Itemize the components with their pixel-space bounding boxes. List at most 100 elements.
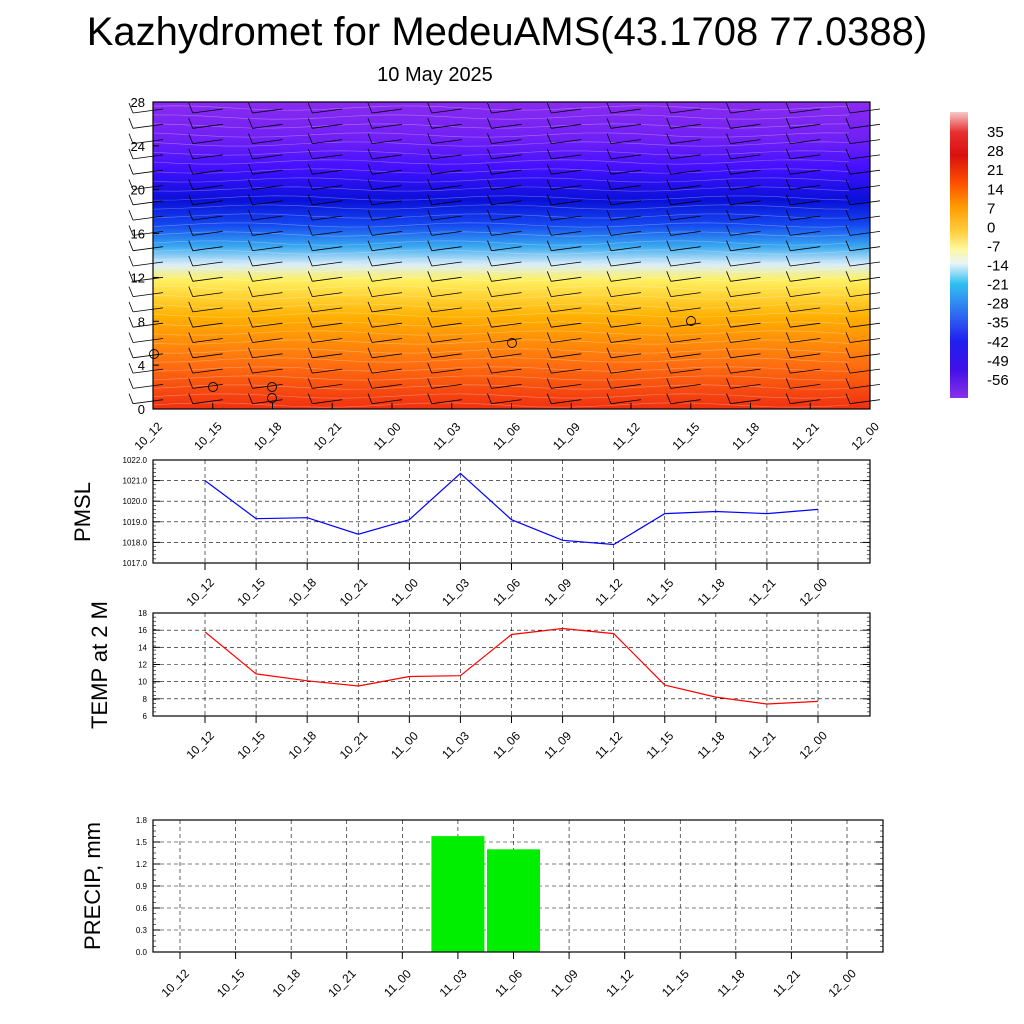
wind-barb	[431, 368, 462, 374]
wind-barb	[192, 108, 223, 114]
wind-barb-flag	[606, 194, 612, 205]
pmsl-x-tick-label: 10_15	[235, 575, 269, 609]
wind-barb-flag	[427, 225, 433, 236]
wind-barb-flag	[546, 378, 552, 389]
wind-barb	[670, 384, 701, 389]
wind-barb	[252, 353, 283, 359]
wind-barb	[192, 200, 223, 206]
heatmap-x-tick-label: 11_18	[729, 420, 762, 453]
wind-barb	[491, 307, 522, 313]
pmsl-x-tick-label: 11_00	[388, 576, 421, 609]
wind-barb	[192, 231, 223, 236]
wind-barb	[730, 338, 761, 343]
wind-barb	[730, 246, 761, 252]
wind-barb-flag	[248, 133, 253, 144]
wind-barb	[730, 169, 761, 175]
wind-barb	[551, 139, 582, 144]
wind-barb-flag	[845, 255, 851, 267]
wind-barb-flag	[248, 118, 253, 129]
heatmap-x-axis: 10_12 10_15 10_18 10_21 11_00 11_03 11_06 11_09…	[131, 403, 882, 453]
wind-barb-flag	[248, 148, 253, 160]
wind-barb	[192, 368, 223, 374]
wind-barb-flag	[666, 194, 672, 205]
temp-x-tick-label: 12_00	[796, 728, 830, 762]
wind-barb-flag	[606, 317, 612, 328]
wind-barb	[551, 292, 582, 297]
wind-barb	[551, 231, 582, 236]
wind-barb	[551, 384, 582, 389]
pmsl-x-tick-label: 11_12	[592, 576, 625, 609]
wind-barb	[312, 246, 343, 252]
wind-barb-flag	[666, 209, 672, 221]
wind-barb-flag	[666, 240, 672, 251]
wind-barb	[371, 276, 403, 282]
wind-barb	[730, 261, 761, 267]
wind-barb	[431, 108, 462, 114]
contour-line	[152, 267, 850, 273]
wind-barb	[252, 338, 283, 343]
wind-barb	[192, 185, 223, 190]
wind-barb	[491, 292, 522, 297]
wind-barb-flag	[606, 332, 612, 343]
wind-barb	[132, 368, 164, 374]
wind-barb	[312, 353, 343, 359]
wind-barb-flag	[726, 301, 731, 313]
wind-barb-flag	[606, 148, 612, 160]
wind-barb-flag	[546, 255, 552, 267]
wind-barb	[312, 185, 343, 190]
heatmap-y-tick-label: 0	[138, 402, 145, 417]
wind-barb	[192, 338, 223, 343]
wind-barb-flag	[248, 255, 253, 267]
pmsl-y-tick-label: 1022.0	[123, 456, 148, 465]
wind-barb-flag	[367, 148, 373, 160]
precip-x-tick-label: 11_15	[659, 967, 692, 1000]
wind-barb	[670, 169, 701, 175]
wind-barb-flag	[726, 148, 731, 160]
wind-barb-flag	[188, 102, 194, 114]
wind-barb	[551, 123, 582, 129]
wind-barb	[371, 215, 403, 221]
wind-barb-flag	[248, 225, 253, 236]
wind-barb	[132, 169, 164, 175]
contour-line	[152, 159, 850, 165]
wind-barb-flag	[128, 118, 134, 129]
wind-barb-flag	[546, 209, 552, 221]
wind-barb	[491, 368, 522, 374]
wind-barb	[790, 292, 821, 297]
wind-barb-flag	[307, 301, 313, 313]
wind-barb-flag	[188, 347, 194, 358]
wind-barb-flag	[845, 194, 851, 205]
wind-barb	[610, 292, 642, 297]
wind-barb	[790, 108, 821, 114]
wind-barb	[371, 353, 403, 359]
wind-barb-flag	[845, 209, 851, 221]
wind-barb	[551, 154, 582, 160]
wind-barb-flag	[427, 164, 433, 175]
pmsl-y-tick-label: 1020.0	[123, 497, 148, 506]
wind-barb	[371, 399, 403, 405]
wind-barb	[192, 384, 223, 389]
heatmap-y-tick-label: 16	[131, 227, 145, 242]
heatmap-y-tick-label: 28	[131, 95, 145, 110]
wind-barb-flag	[248, 301, 253, 313]
wind-barb	[252, 215, 283, 221]
wind-barb	[730, 292, 761, 297]
pmsl-ylabel: PMSL	[70, 482, 95, 542]
wind-barb-flag	[546, 240, 552, 251]
wind-barb-flag	[307, 393, 313, 404]
wind-barb	[551, 246, 582, 252]
wind-barb-flag	[307, 225, 313, 236]
wind-barb	[670, 154, 701, 160]
wind-barb-flag	[845, 347, 851, 358]
wind-barb-flag	[487, 133, 492, 144]
wind-barb	[431, 139, 462, 144]
wind-barb-flag	[785, 393, 791, 404]
wind-barb	[312, 261, 343, 267]
pmsl-y-tick-label: 1019.0	[123, 518, 148, 527]
wind-barb-flag	[487, 225, 492, 236]
wind-barb	[371, 368, 403, 374]
wind-barb-flag	[188, 148, 194, 160]
wind-barb	[371, 200, 403, 206]
temp-axes: 6 8 10 12 14 16 18 10_12 10_15 10_18 10_21 11_00 11_…	[138, 609, 870, 762]
wind-barbs	[128, 102, 881, 405]
